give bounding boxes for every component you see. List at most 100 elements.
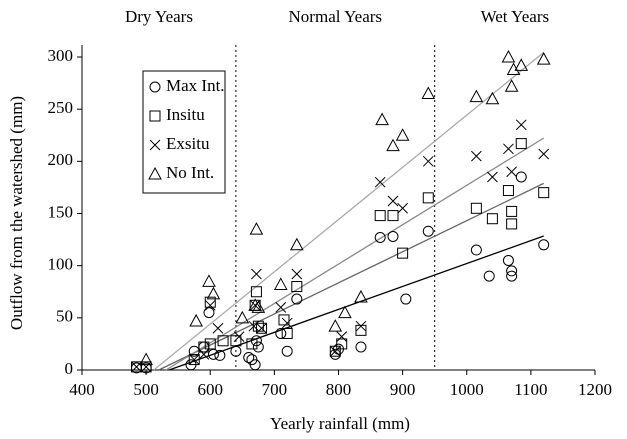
point — [504, 79, 519, 92]
point — [233, 331, 245, 342]
period-label: Wet Years — [481, 7, 550, 26]
point — [538, 187, 550, 199]
point — [470, 202, 482, 214]
trend-line — [153, 51, 545, 371]
y-tick-label: 150 — [48, 202, 74, 221]
point — [249, 222, 264, 235]
point — [354, 289, 368, 303]
point — [248, 298, 262, 311]
point — [235, 310, 250, 324]
point — [206, 286, 221, 300]
period-label: Dry Years — [125, 7, 193, 26]
point — [374, 210, 386, 222]
x-tick-label: 1100 — [514, 380, 547, 399]
point — [506, 62, 521, 76]
point — [514, 58, 529, 71]
point — [256, 322, 267, 334]
point — [397, 202, 408, 214]
point — [502, 185, 514, 197]
point — [471, 150, 482, 162]
point — [281, 345, 293, 357]
y-axis-label: Outflow from the watershed (mm) — [7, 96, 26, 330]
point — [422, 192, 434, 204]
point — [246, 354, 258, 366]
point — [470, 244, 482, 256]
point — [338, 305, 352, 319]
point — [188, 354, 200, 365]
y-tick-label: 50 — [56, 307, 73, 326]
point — [374, 231, 386, 243]
point — [506, 218, 518, 230]
point — [189, 313, 203, 327]
y-tick-label: 300 — [48, 46, 74, 65]
point — [252, 341, 264, 353]
point — [502, 254, 514, 266]
legend-label: Insitu — [166, 105, 205, 124]
point — [204, 299, 216, 311]
point — [291, 268, 303, 280]
point — [395, 128, 410, 141]
point — [501, 49, 516, 63]
point — [329, 345, 341, 357]
point — [400, 293, 412, 305]
point — [230, 335, 242, 347]
point — [203, 307, 215, 319]
legend-label: Max Int. — [166, 76, 225, 95]
x-tick-label: 1000 — [450, 380, 484, 399]
point — [204, 296, 216, 308]
point — [281, 327, 293, 339]
point — [355, 320, 367, 332]
point — [486, 213, 498, 225]
point — [336, 338, 348, 350]
point — [204, 338, 216, 350]
y-tick-label: 250 — [48, 98, 74, 117]
point — [198, 341, 210, 353]
x-tick-label: 1200 — [578, 380, 612, 399]
point — [387, 230, 399, 242]
point — [217, 335, 229, 347]
point — [469, 89, 484, 103]
y-tick-label: 200 — [48, 150, 74, 169]
point — [281, 317, 293, 329]
point — [140, 361, 152, 373]
legend-label: Exsitu — [166, 134, 210, 153]
x-tick-label: 700 — [262, 380, 288, 399]
point — [336, 331, 348, 342]
point — [421, 86, 436, 100]
trend-line — [168, 235, 544, 371]
point — [139, 352, 153, 366]
x-tick-label: 800 — [326, 380, 352, 399]
point — [202, 274, 216, 287]
point — [374, 176, 386, 188]
point — [291, 293, 303, 305]
period-label: Normal Years — [289, 7, 383, 26]
point — [328, 319, 343, 332]
point — [483, 270, 495, 282]
x-tick-label: 400 — [69, 380, 95, 399]
y-tick-label: 100 — [48, 255, 74, 274]
point — [329, 345, 341, 357]
point — [149, 139, 161, 151]
x-axis-label: Yearly rainfall (mm) — [270, 414, 410, 433]
point — [503, 143, 514, 155]
legend-label: No Int. — [166, 163, 214, 182]
point — [198, 348, 210, 360]
point — [506, 270, 518, 282]
point — [251, 268, 262, 280]
point — [131, 361, 142, 373]
point — [515, 138, 527, 150]
point — [487, 171, 498, 183]
point — [387, 210, 399, 222]
point — [387, 195, 399, 207]
point — [538, 239, 550, 251]
point — [214, 349, 226, 361]
point — [422, 155, 434, 167]
point — [250, 286, 262, 298]
x-tick-label: 500 — [133, 380, 159, 399]
point — [252, 320, 264, 332]
point — [243, 351, 255, 363]
point — [275, 302, 287, 313]
point — [250, 335, 262, 347]
